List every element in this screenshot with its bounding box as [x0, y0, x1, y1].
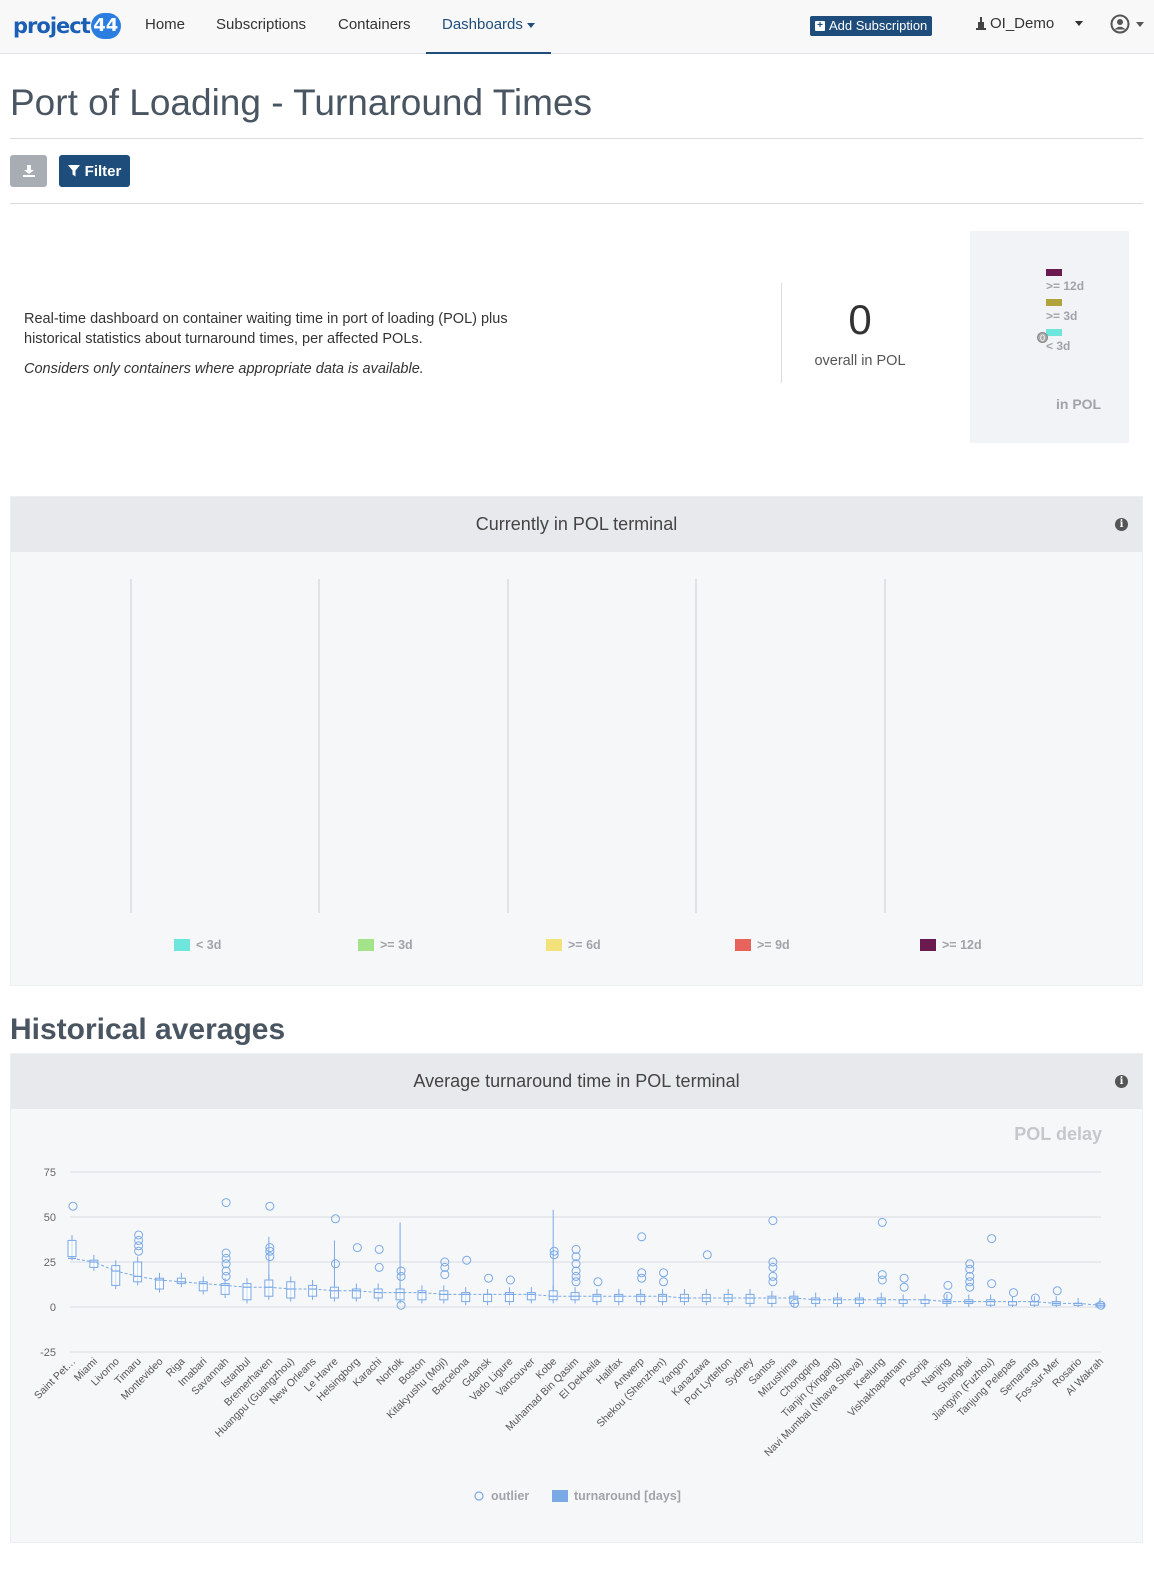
current-chart	[130, 579, 886, 913]
info-icon[interactable]: i	[1115, 518, 1128, 531]
mini-chart-subtitle: in POL	[1056, 396, 1102, 412]
legend-label: >= 6d	[568, 938, 601, 952]
legend-swatch	[358, 939, 374, 951]
historical-heading: Historical averages	[10, 1013, 286, 1046]
plus-square-icon: +	[815, 21, 825, 31]
title-divider	[10, 138, 1143, 139]
top-navbar: project 44 Home Subscriptions Containers…	[0, 0, 1154, 54]
current-panel-title-text: Currently in POL terminal	[475, 514, 678, 534]
add-subscription-button[interactable]: + Add Subscription	[810, 16, 933, 36]
legend-swatch	[735, 939, 751, 951]
intro-separator	[781, 283, 782, 383]
legend-swatch-12d	[1046, 269, 1062, 276]
add-subscription-label: Add Subscription	[829, 18, 928, 33]
legend-swatch-lt3d	[1046, 329, 1062, 336]
legend-label: >= 3d	[380, 938, 413, 952]
page-title: Port of Loading - Turnaround Times	[10, 82, 593, 123]
filter-label: Filter	[84, 162, 122, 180]
download-icon	[22, 165, 35, 177]
historical-panel: Average turnaround time in POL terminal …	[10, 1053, 1143, 1543]
nav-subscriptions[interactable]: Subscriptions	[216, 16, 307, 33]
intro-description: Real-time dashboard on container waiting…	[24, 311, 508, 347]
brand-logo[interactable]: project 44	[13, 11, 121, 41]
current-pol-panel: Currently in POL terminal i	[10, 496, 1143, 986]
legend-label: >= 9d	[757, 938, 790, 952]
filter-button[interactable]: Filter	[59, 155, 130, 187]
legend-label: < 3d	[196, 938, 222, 952]
mini-pol-chart: >= 12d >= 3d < 3d 0 in POL	[970, 231, 1129, 443]
nav-home[interactable]: Home	[145, 16, 186, 33]
outlier-legend-icon	[474, 1491, 484, 1501]
legend-label: >= 12d	[942, 938, 982, 952]
chevron-down-icon	[526, 22, 535, 28]
historical-panel-title-text: Average turnaround time in POL terminal	[413, 1071, 740, 1091]
chart-title: POL delay	[1014, 1124, 1102, 1144]
user-circle-icon	[1110, 14, 1130, 34]
nav-dashboards[interactable]: Dashboards	[426, 0, 551, 54]
legend-item[interactable]: >= 12d	[920, 938, 982, 952]
legend-label-12d: >= 12d	[1046, 279, 1085, 293]
legend-item[interactable]: >= 3d	[358, 938, 413, 952]
toolbar-divider	[10, 203, 1143, 204]
chevron-down-icon	[1075, 21, 1084, 26]
info-icon[interactable]: i	[1115, 1075, 1128, 1088]
overall-count-label: overall in POL	[814, 353, 906, 369]
org-icon	[976, 17, 986, 30]
logo-badge: 44	[90, 13, 121, 39]
nav-containers[interactable]: Containers	[338, 16, 411, 33]
legend-item[interactable]: < 3d	[174, 938, 221, 952]
nav-dashboards-label: Dashboards	[442, 16, 523, 33]
filter-icon	[67, 165, 80, 177]
legend-item[interactable]: >= 9d	[735, 938, 790, 952]
chevron-down-icon	[1136, 21, 1144, 27]
legend-item-outlier[interactable]: outlier	[473, 1489, 529, 1503]
legend-item[interactable]: >= 6d	[546, 938, 601, 952]
mini-value-badge: 0	[1037, 332, 1048, 343]
user-menu[interactable]	[1110, 14, 1144, 34]
download-button[interactable]	[10, 155, 47, 187]
legend-swatch	[546, 939, 562, 951]
legend-label: turnaround [days]	[574, 1489, 681, 1503]
org-name: OI_Demo	[990, 15, 1055, 32]
legend-swatch	[174, 939, 190, 951]
legend-swatch	[920, 939, 936, 951]
legend-label: outlier	[491, 1489, 530, 1503]
overall-count: 0	[848, 296, 872, 343]
legend-item-turnaround[interactable]: turnaround [days]	[552, 1489, 681, 1503]
logo-wordmark: project	[13, 14, 91, 38]
legend-swatch	[552, 1490, 568, 1502]
legend-label-3d: >= 3d	[1046, 309, 1078, 323]
historical-panel-title: Average turnaround time in POL terminal …	[11, 1054, 1142, 1109]
organization-select[interactable]: OI_Demo	[975, 15, 1084, 32]
legend-label-lt3d: < 3d	[1046, 339, 1071, 353]
intro-note: Considers only containers where appropri…	[24, 361, 424, 377]
legend-swatch-3d	[1046, 299, 1062, 306]
current-panel-title: Currently in POL terminal i	[11, 497, 1142, 552]
